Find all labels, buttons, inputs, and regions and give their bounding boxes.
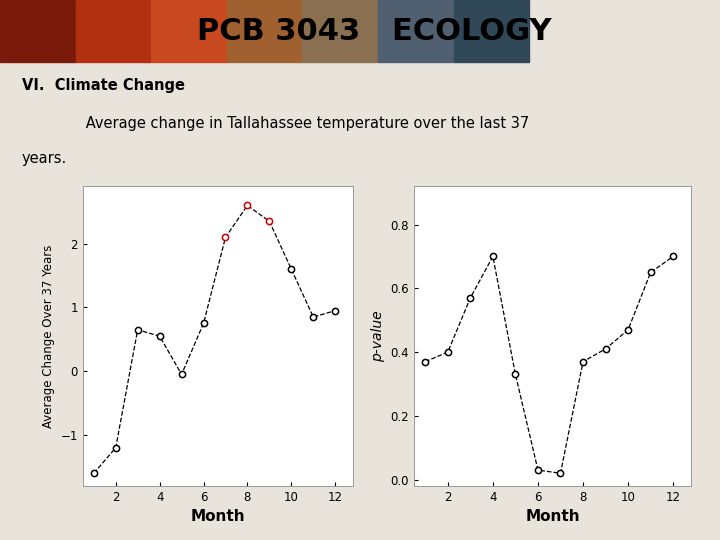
Bar [227, 0, 302, 62]
Text: PCB 3043   ECOLOGY: PCB 3043 ECOLOGY [197, 17, 552, 45]
Bar [302, 0, 378, 62]
Text: Average change in Tallahassee temperature over the last 37: Average change in Tallahassee temperatur… [58, 116, 529, 131]
Text: VI.  Climate Change: VI. Climate Change [22, 78, 184, 93]
Text: years.: years. [22, 151, 67, 166]
Bar [0, 0, 76, 62]
Bar [454, 0, 529, 62]
Bar [76, 0, 151, 62]
Y-axis label: Average Change Over 37 Years: Average Change Over 37 Years [42, 245, 55, 428]
X-axis label: Month: Month [191, 509, 245, 524]
Bar [151, 0, 227, 62]
Y-axis label: p-value: p-value [371, 310, 385, 362]
X-axis label: Month: Month [526, 509, 580, 524]
Bar [378, 0, 454, 62]
